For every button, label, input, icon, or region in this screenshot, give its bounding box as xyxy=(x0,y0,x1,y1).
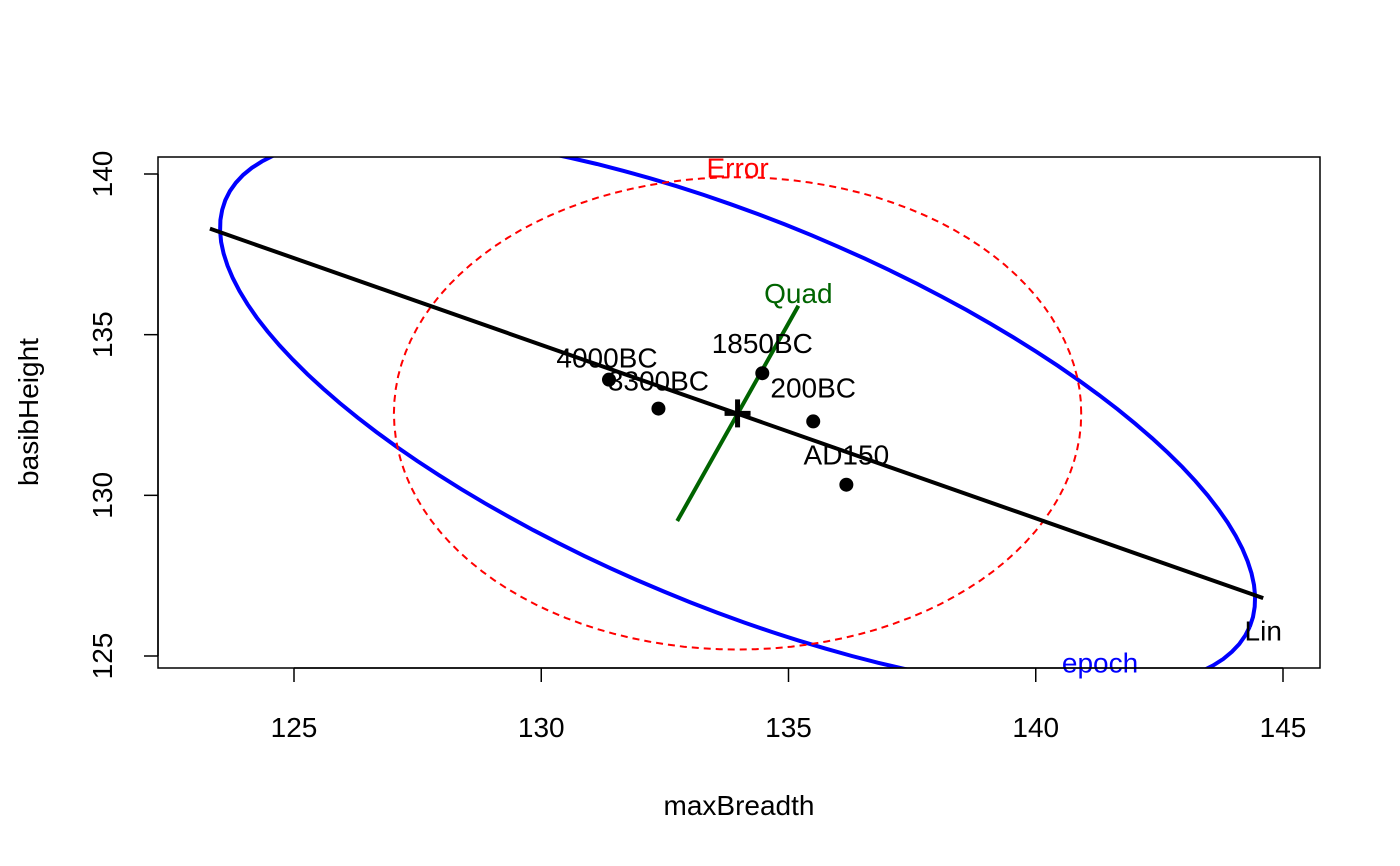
point-label: 200BC xyxy=(770,372,856,403)
data-point xyxy=(755,366,770,381)
x-tick-label: 135 xyxy=(765,712,812,743)
annotation-lin: Lin xyxy=(1245,615,1282,646)
point-label: 3300BC xyxy=(608,366,709,397)
x-tick-label: 145 xyxy=(1260,712,1307,743)
grand-mean-marker xyxy=(724,399,751,428)
y-axis: 125 130 135 140 xyxy=(87,151,159,680)
x-tick-label: 130 xyxy=(518,712,565,743)
y-tick-label: 125 xyxy=(87,633,118,680)
ellipse-error xyxy=(392,176,1083,651)
data-point xyxy=(651,401,666,416)
y-tick-label: 135 xyxy=(87,311,118,358)
x-axis: 125 130 135 140 145 xyxy=(271,667,1307,743)
data-point xyxy=(806,414,821,429)
point-label: 4000BC xyxy=(556,343,657,374)
x-axis-title: maxBreadth xyxy=(664,790,815,821)
point-label: 1850BC xyxy=(712,328,813,359)
ellipse-epoch xyxy=(218,157,1258,668)
plot-shapes xyxy=(209,157,1264,668)
x-tick-label: 125 xyxy=(271,712,318,743)
y-tick-label: 130 xyxy=(87,472,118,519)
x-tick-label: 140 xyxy=(1012,712,1059,743)
data-point xyxy=(839,477,854,492)
annotation-epoch: epoch xyxy=(1062,647,1138,678)
data-point xyxy=(601,372,616,387)
plot-layer: 4000BC3300BC1850BC200BCAD150ErrorepochLi… xyxy=(209,153,1282,678)
y-axis-title: basibHeight xyxy=(13,338,44,486)
point-label: AD150 xyxy=(804,440,890,471)
annotation-quad: Quad xyxy=(764,278,833,309)
y-tick-label: 140 xyxy=(87,151,118,198)
